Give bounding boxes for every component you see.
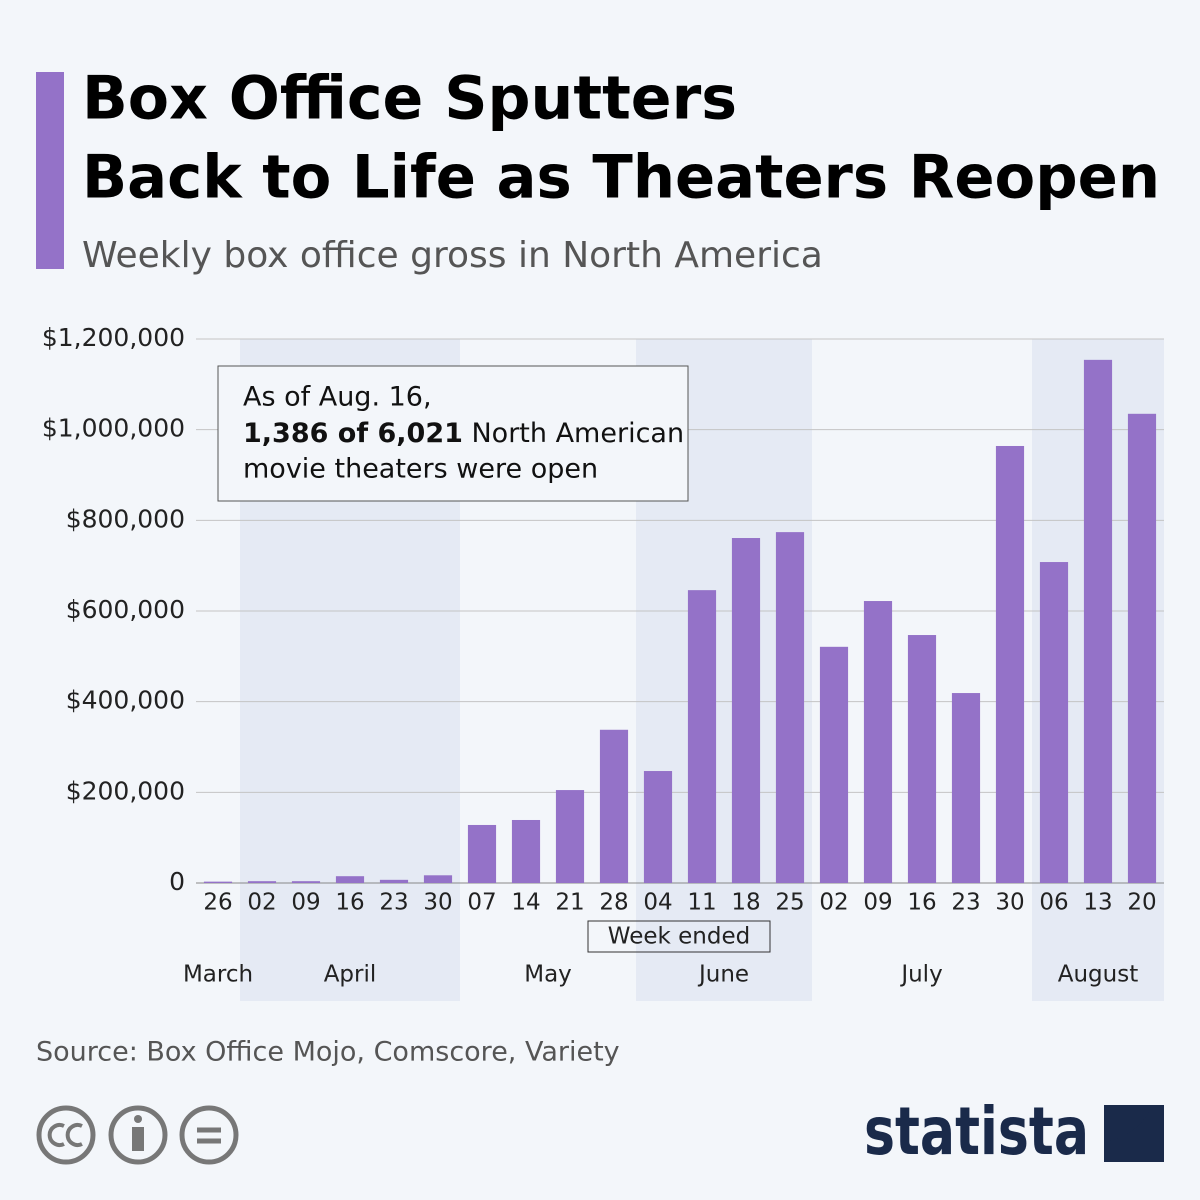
x-tick-label: 28 xyxy=(599,890,628,916)
bar xyxy=(995,445,1025,883)
x-tick-label: 16 xyxy=(907,890,936,916)
annotation-bold: 1,386 of 6,021 xyxy=(243,418,463,449)
x-tick-label: 16 xyxy=(335,890,364,916)
x-tick-label: 04 xyxy=(643,890,672,916)
x-tick-label: 25 xyxy=(775,890,804,916)
by-glyph xyxy=(132,1127,144,1151)
x-label-box xyxy=(587,920,771,953)
x-tick-label: 06 xyxy=(1039,890,1068,916)
bar xyxy=(643,771,673,883)
chart-subtitle: Weekly box office gross in North America xyxy=(82,235,823,276)
bar xyxy=(203,881,233,883)
x-tick-label: 26 xyxy=(203,890,232,916)
bar xyxy=(511,819,541,883)
month-label: April xyxy=(324,962,377,988)
bar xyxy=(247,881,277,883)
y-tick-label: $800,000 xyxy=(66,504,185,533)
x-tick-label: 23 xyxy=(379,890,408,916)
chart-title: Back to Life as Theaters Reopen xyxy=(82,143,1160,213)
bar xyxy=(731,538,761,883)
y-tick-label: 0 xyxy=(169,867,185,896)
x-tick-label: 09 xyxy=(863,890,892,916)
x-tick-label: 11 xyxy=(687,890,716,916)
nd-icon xyxy=(179,1105,239,1165)
bar xyxy=(599,729,629,883)
chart-title: Box Office Sputters xyxy=(82,64,737,134)
by-glyph xyxy=(134,1115,142,1123)
month-label: August xyxy=(1058,962,1139,988)
y-tick-label: $1,000,000 xyxy=(42,414,185,443)
x-tick-label: 21 xyxy=(555,890,584,916)
x-tick-label: 30 xyxy=(995,890,1024,916)
brand-logo: statista xyxy=(864,1093,1089,1170)
x-tick-label: 09 xyxy=(291,890,320,916)
annotation-text: movie theaters were open xyxy=(243,454,598,485)
bar xyxy=(1039,562,1069,883)
x-tick-label: 20 xyxy=(1127,890,1156,916)
bar xyxy=(687,590,717,883)
bar xyxy=(291,881,321,883)
bar xyxy=(951,693,981,883)
brand-mark xyxy=(1104,1105,1164,1162)
title-accent xyxy=(36,72,64,269)
bar xyxy=(1083,359,1113,883)
nd-glyph xyxy=(197,1127,221,1144)
bar xyxy=(863,601,893,883)
bar xyxy=(379,879,409,883)
bar xyxy=(907,635,937,883)
annotation-text: North American xyxy=(463,418,684,449)
x-tick-label: 23 xyxy=(951,890,980,916)
x-tick-label: 02 xyxy=(819,890,848,916)
bar xyxy=(335,876,365,883)
cc-glyph xyxy=(47,1123,83,1147)
y-tick-label: $400,000 xyxy=(66,686,185,715)
bar xyxy=(555,790,585,883)
month-label: July xyxy=(899,962,942,988)
bar xyxy=(775,532,805,883)
license-icons xyxy=(36,1105,239,1165)
bar xyxy=(1127,413,1157,883)
bar xyxy=(423,875,453,883)
bar xyxy=(819,646,849,883)
x-tick-label: 13 xyxy=(1083,890,1112,916)
x-tick-label: 07 xyxy=(467,890,496,916)
x-tick-label: 02 xyxy=(247,890,276,916)
brand-mark-shape xyxy=(1104,1112,1164,1162)
source: Source: Box Office Mojo, Comscore, Varie… xyxy=(36,1037,620,1068)
y-tick-label: $200,000 xyxy=(66,776,185,805)
month-label: May xyxy=(524,962,572,988)
annotation-text: As of Aug. 16, xyxy=(243,382,432,413)
bar xyxy=(467,824,497,883)
x-tick-label: 30 xyxy=(423,890,452,916)
x-axis-label: Week ended xyxy=(608,924,750,950)
by-icon xyxy=(108,1105,168,1165)
month-label: June xyxy=(697,962,749,988)
annotation: As of Aug. 16, 1,386 of 6,021 North Amer… xyxy=(217,365,689,502)
annotation-box xyxy=(217,365,689,502)
cc-icon xyxy=(36,1105,96,1165)
x-tick-label: 18 xyxy=(731,890,760,916)
y-tick-label: $600,000 xyxy=(66,595,185,624)
annotation-text: 1,386 of 6,021 North American xyxy=(243,418,684,449)
month-label: March xyxy=(183,962,253,988)
x-tick-label: 14 xyxy=(511,890,540,916)
y-tick-label: $1,200,000 xyxy=(42,323,185,352)
